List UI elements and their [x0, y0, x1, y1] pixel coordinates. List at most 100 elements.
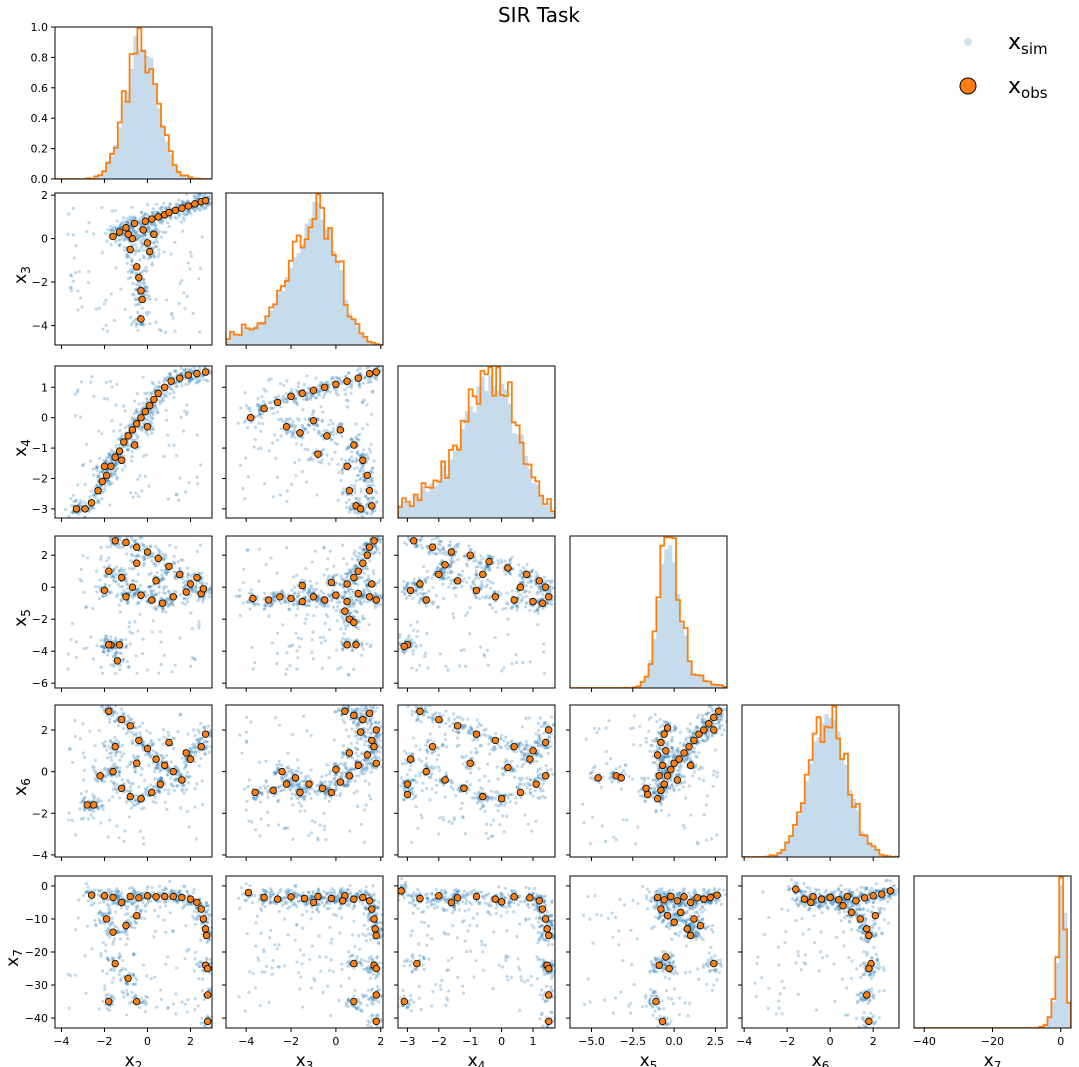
sim-point — [308, 395, 313, 399]
sim-point — [536, 598, 540, 602]
sim-point — [293, 435, 297, 439]
sim-point — [161, 728, 166, 732]
sim-point — [136, 600, 141, 604]
sim-point — [114, 751, 118, 755]
sim-point — [160, 205, 164, 209]
sim-point — [339, 640, 343, 644]
sim-point — [150, 263, 154, 267]
sim-point — [74, 244, 78, 248]
sim-point — [168, 217, 172, 221]
sim-point — [496, 559, 500, 563]
sim-point — [142, 233, 147, 237]
sim-point — [345, 385, 349, 389]
obs-point — [145, 247, 154, 256]
sim-point — [70, 289, 74, 293]
sim-point — [71, 233, 75, 237]
sim-point — [149, 414, 154, 418]
sim-point — [125, 217, 129, 221]
sim-point — [550, 579, 554, 583]
sim-point — [137, 249, 141, 253]
sim-point — [97, 476, 101, 480]
sim-point — [152, 255, 157, 260]
sim-point — [357, 600, 362, 604]
sim-point — [181, 429, 186, 433]
sim-point — [358, 545, 362, 550]
sim-point — [307, 588, 311, 592]
sim-point — [365, 423, 370, 427]
sim-point — [174, 492, 179, 496]
sim-point — [535, 590, 540, 594]
sim-point — [378, 538, 382, 542]
sim-point — [245, 548, 250, 552]
sim-point — [134, 654, 138, 658]
sim-point — [474, 565, 478, 569]
sim-point — [318, 602, 322, 606]
sim-point — [485, 648, 490, 652]
sim-point — [369, 550, 373, 554]
sim-point — [366, 578, 370, 582]
sim-point — [370, 496, 375, 500]
sim-point — [354, 422, 358, 426]
panel-content — [55, 27, 212, 179]
sim-point — [484, 565, 488, 569]
sim-point — [434, 594, 439, 598]
sim-point — [345, 505, 349, 510]
sim-point — [359, 552, 363, 556]
sim-point — [150, 431, 154, 435]
sim-hist-bar — [421, 486, 426, 518]
sim-point — [113, 671, 117, 676]
sim-point — [255, 597, 260, 601]
sim-point — [479, 587, 483, 591]
sim-point — [153, 221, 157, 225]
sim-point — [143, 556, 147, 560]
sim-point — [114, 461, 118, 465]
sim-point — [149, 408, 153, 412]
sim-point — [383, 375, 386, 378]
sim-point — [153, 223, 157, 228]
sim-point — [75, 390, 79, 394]
sim-hist-bar — [121, 100, 126, 179]
sim-point — [142, 213, 146, 217]
sim-point — [143, 589, 147, 593]
sim-point — [314, 396, 319, 400]
obs-point — [191, 200, 199, 208]
panel-x4-vs-x3 — [222, 365, 386, 522]
sim-point — [186, 575, 190, 579]
sim-point — [257, 407, 261, 411]
sim-point — [377, 366, 381, 369]
sim-point — [127, 566, 132, 570]
sim-hist-bar — [531, 482, 536, 518]
sim-point — [99, 644, 103, 649]
sim-point — [320, 458, 324, 462]
sim-point — [362, 478, 366, 482]
sim-point — [432, 573, 436, 577]
sim-point — [154, 224, 158, 228]
sim-point — [209, 370, 212, 374]
obs-point — [336, 426, 345, 434]
sim-hist-bar — [523, 455, 528, 518]
sim-point — [165, 298, 169, 302]
sim-point — [134, 271, 138, 275]
sim-point — [284, 599, 288, 603]
sim-point — [324, 612, 328, 616]
y-tick-label: 0.2 — [31, 143, 49, 156]
sim-point — [528, 609, 532, 613]
sim-point — [257, 579, 261, 583]
sim-point — [142, 256, 146, 260]
sim-point — [244, 456, 248, 460]
sim-point — [109, 243, 113, 247]
sim-point — [508, 558, 512, 562]
obs-point — [137, 591, 145, 599]
sim-point — [311, 458, 315, 462]
sim-point — [170, 313, 174, 317]
sim-point — [134, 410, 138, 414]
sim-point — [261, 597, 266, 601]
sim-point — [142, 740, 147, 744]
sim-point — [192, 728, 196, 732]
sim-point — [536, 573, 540, 578]
sim-point — [131, 227, 136, 231]
sim-point — [125, 255, 130, 259]
sim-point — [284, 546, 289, 550]
sim-point — [336, 604, 340, 609]
sim-point — [327, 383, 332, 387]
